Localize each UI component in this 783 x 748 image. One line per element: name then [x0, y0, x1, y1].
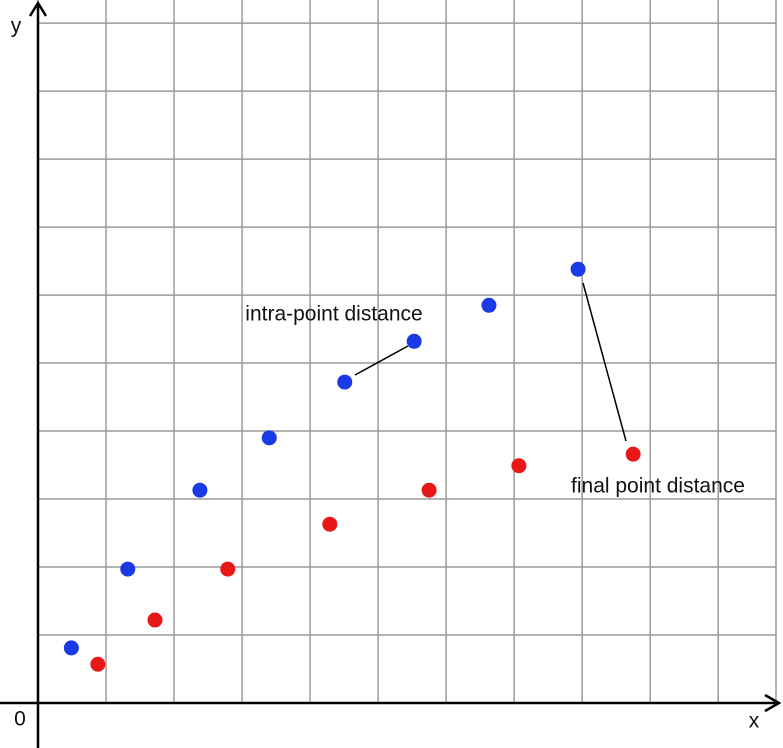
annotation: intra-point distance [245, 303, 422, 326]
annotation-connector [582, 282, 627, 442]
point [261, 430, 277, 446]
point [406, 333, 422, 349]
point [511, 458, 527, 474]
x-axis [0, 693, 782, 713]
points [63, 261, 641, 672]
point [220, 561, 236, 577]
annotation-connector [354, 345, 409, 376]
point [337, 374, 353, 390]
point [120, 561, 136, 577]
x-axis-label: x [749, 710, 760, 733]
point [147, 612, 163, 628]
point [421, 482, 437, 498]
point [90, 656, 106, 672]
annotation: final point distance [571, 475, 745, 498]
point [481, 297, 497, 313]
origin-label: 0 [14, 708, 26, 731]
point [322, 516, 338, 532]
point [625, 446, 641, 462]
y-axis-label: y [11, 15, 22, 38]
y-axis [28, 0, 48, 748]
point [570, 261, 586, 277]
point [192, 482, 208, 498]
grid [37, 0, 777, 704]
point [63, 640, 79, 656]
